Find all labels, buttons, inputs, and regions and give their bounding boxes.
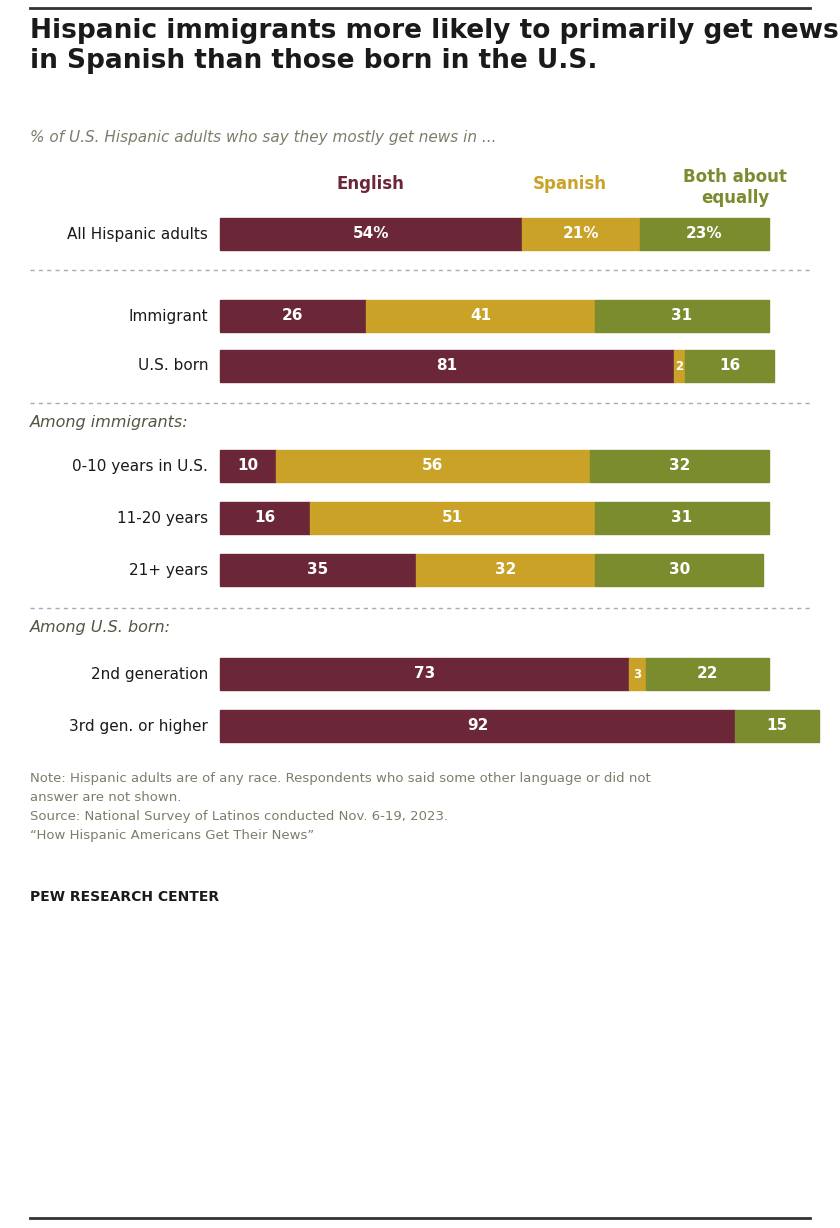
Text: 54%: 54% xyxy=(353,226,390,242)
Text: 16: 16 xyxy=(255,511,276,526)
Bar xyxy=(365,300,596,332)
Text: 3: 3 xyxy=(633,668,641,680)
Bar xyxy=(310,502,596,534)
Bar xyxy=(596,502,769,534)
Bar xyxy=(590,449,769,483)
Text: 32: 32 xyxy=(495,562,517,577)
Text: % of U.S. Hispanic adults who say they mostly get news in ...: % of U.S. Hispanic adults who say they m… xyxy=(30,130,496,145)
Text: 51: 51 xyxy=(442,511,463,526)
Text: Immigrant: Immigrant xyxy=(129,308,208,323)
Text: Among immigrants:: Among immigrants: xyxy=(30,415,189,430)
Bar xyxy=(735,710,819,742)
Bar xyxy=(220,502,310,534)
Text: 32: 32 xyxy=(669,458,690,474)
Text: 56: 56 xyxy=(423,458,444,474)
Bar xyxy=(220,219,522,251)
Bar xyxy=(276,449,590,483)
Text: 81: 81 xyxy=(436,359,457,373)
Text: Note: Hispanic adults are of any race. Respondents who said some other language : Note: Hispanic adults are of any race. R… xyxy=(30,772,651,842)
Text: 15: 15 xyxy=(767,718,788,733)
Bar xyxy=(220,449,276,483)
Bar xyxy=(674,350,685,382)
Text: U.S. born: U.S. born xyxy=(138,359,208,373)
Text: 2nd generation: 2nd generation xyxy=(91,667,208,682)
Text: Both about
equally: Both about equally xyxy=(683,168,787,206)
Bar xyxy=(596,300,769,332)
Text: English: English xyxy=(336,176,404,193)
Bar xyxy=(220,350,674,382)
Text: 3rd gen. or higher: 3rd gen. or higher xyxy=(69,718,208,733)
Text: 41: 41 xyxy=(470,308,491,323)
Text: All Hispanic adults: All Hispanic adults xyxy=(67,226,208,242)
Text: 11-20 years: 11-20 years xyxy=(117,511,208,526)
Bar xyxy=(685,350,774,382)
Text: 10: 10 xyxy=(238,458,259,474)
Text: 16: 16 xyxy=(719,359,740,373)
Text: 92: 92 xyxy=(467,718,488,733)
Bar xyxy=(220,658,629,690)
Bar xyxy=(629,658,646,690)
Text: 21+ years: 21+ years xyxy=(129,562,208,577)
Text: Spanish: Spanish xyxy=(533,176,607,193)
Text: 2: 2 xyxy=(675,360,683,372)
Text: 31: 31 xyxy=(671,308,692,323)
Bar xyxy=(522,219,640,251)
Bar xyxy=(220,554,416,586)
Text: 30: 30 xyxy=(669,562,690,577)
Text: 31: 31 xyxy=(671,511,692,526)
Text: 35: 35 xyxy=(307,562,328,577)
Text: 73: 73 xyxy=(414,667,435,682)
Text: Among U.S. born:: Among U.S. born: xyxy=(30,620,171,635)
Text: 22: 22 xyxy=(696,667,718,682)
Text: 23%: 23% xyxy=(686,226,722,242)
Bar xyxy=(416,554,596,586)
Text: 26: 26 xyxy=(282,308,303,323)
Text: PEW RESEARCH CENTER: PEW RESEARCH CENTER xyxy=(30,890,219,904)
Bar xyxy=(220,300,365,332)
Text: 0-10 years in U.S.: 0-10 years in U.S. xyxy=(72,458,208,474)
Bar xyxy=(640,219,769,251)
Bar xyxy=(220,710,735,742)
Text: 21%: 21% xyxy=(563,226,600,242)
Bar xyxy=(596,554,764,586)
Bar xyxy=(646,658,769,690)
Text: Hispanic immigrants more likely to primarily get news
in Spanish than those born: Hispanic immigrants more likely to prima… xyxy=(30,18,839,74)
